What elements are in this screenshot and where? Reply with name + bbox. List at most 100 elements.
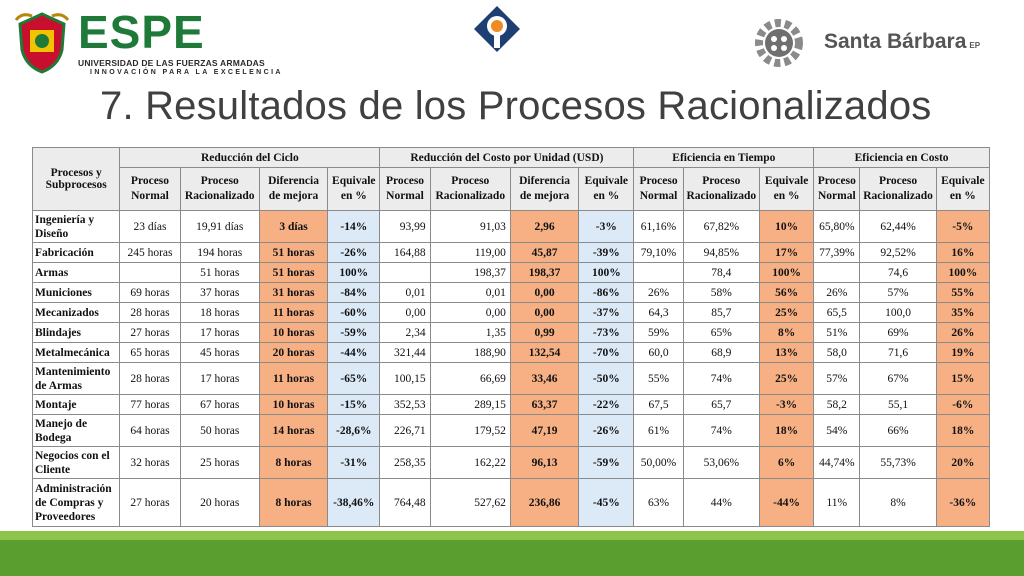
center-emblem-icon [474,6,520,52]
table-cell: -26% [327,242,381,263]
group-header: Reducción del Costo por Unidad (USD) [379,147,635,168]
table-cell: 55,73% [859,446,937,479]
table-cell: 35% [935,302,991,323]
column-header: Proceso Normal [379,167,431,211]
table-cell: 0,00 [509,282,580,303]
table-cell: 527,62 [429,478,511,527]
table-cell: 32 horas [119,446,181,479]
table-cell: 25% [758,302,815,323]
column-header: Proceso Racionalizado [682,167,760,211]
table-cell: 69 horas [119,282,181,303]
table-cell: 10% [758,210,815,243]
table-cell: 119,00 [429,242,511,263]
espe-crest-icon [14,12,70,74]
table-cell: 0,01 [379,282,431,303]
row-label: Mecanizados [31,302,121,323]
table-cell: 64 horas [119,414,181,447]
table-cell: 245 horas [119,242,181,263]
table-cell: -22% [578,394,635,415]
table-cell: 13% [758,342,815,363]
table-cell: -73% [578,322,635,343]
results-table: Procesos y Subprocesos Reducción del Cic… [31,147,991,527]
row-label: Ingeniería y Diseño [31,210,121,243]
table-cell: 59% [633,322,684,343]
table-cell: 100% [327,262,381,283]
table-cell: 56% [758,282,815,303]
table-cell: 100% [758,262,815,283]
table-cell: 0,99 [509,322,580,343]
row-label: Armas [31,262,121,283]
table-cell: 25% [758,362,815,395]
table-cell [379,262,431,283]
row-label: Metalmecánica [31,342,121,363]
table-cell: 0,00 [509,302,580,323]
table-cell [633,262,684,283]
column-header: Proceso Normal [633,167,684,211]
table-cell: 54% [813,414,861,447]
table-cell: 10 horas [258,322,329,343]
table-row: Municiones 69 horas 37 horas 31 horas -84% 0,… [31,282,991,303]
table-cell: 74% [682,414,760,447]
table-cell: 18% [758,414,815,447]
table-cell: 8% [859,478,937,527]
row-label: Montaje [31,394,121,415]
table-cell: 85,7 [682,302,760,323]
espe-motto: INNOVACIÓN PARA LA EXCELENCIA [90,69,283,76]
table-cell: 0,01 [429,282,511,303]
table-cell: 57% [813,362,861,395]
table-cell: -15% [327,394,381,415]
table-cell: -6% [935,394,991,415]
table-cell: 66% [859,414,937,447]
table-row: Armas 51 horas 51 horas 100% 198,37 198,37 100… [31,262,991,283]
table-cell: 27 horas [119,478,181,527]
santa-barbara-suffix: EP [969,41,981,50]
table-cell: 53,06% [682,446,760,479]
table-cell: 55% [633,362,684,395]
table-row: Blindajes 27 horas 17 horas 10 horas -59% 2,3… [31,322,991,343]
table-cell: 18% [935,414,991,447]
table-cell: 236,86 [509,478,580,527]
table-cell: 58% [682,282,760,303]
table-cell: 20 horas [258,342,329,363]
table-cell: 0,00 [429,302,511,323]
espe-logo: ESPE UNIVERSIDAD DE LAS FUERZAS ARMADAS … [12,6,280,78]
table-cell: 51% [813,322,861,343]
table-row: Metalmecánica 65 horas 45 horas 20 horas -44… [31,342,991,363]
table-cell: 6% [758,446,815,479]
table-cell: 65,7 [682,394,760,415]
table-cell: 37 horas [179,282,260,303]
group-header: Reducción del Ciclo [119,147,381,168]
table-cell: 19,91 días [179,210,260,243]
santa-barbara-logo: Santa Bárbara EP [744,18,1014,68]
table-cell: -3% [758,394,815,415]
table-cell: 8% [758,322,815,343]
table-cell: 65% [682,322,760,343]
row-label: Manejo de Bodega [31,414,121,447]
table-cell: 179,52 [429,414,511,447]
table-cell: 8 horas [258,478,329,527]
table-cell: 17 horas [179,322,260,343]
table-cell: -36% [935,478,991,527]
table-cell: 65 horas [119,342,181,363]
table-cell: 65,5 [813,302,861,323]
table-row: Ingeniería y Diseño 23 días 19,91 días 3 dí… [31,210,991,243]
column-header: Equivale en % [935,167,991,211]
group-header: Eficiencia en Tiempo [633,147,815,168]
table-cell: 11% [813,478,861,527]
espe-subtitle: UNIVERSIDAD DE LAS FUERZAS ARMADAS [78,58,265,68]
table-cell: -3% [578,210,635,243]
table-cell: 10 horas [258,394,329,415]
table-cell: 66,69 [429,362,511,395]
table-row: Negocios con el Cliente 32 horas 25 horas 8… [31,446,991,479]
table-cell: 96,13 [509,446,580,479]
table-cell: 17 horas [179,362,260,395]
table-cell: 67,82% [682,210,760,243]
table-cell: 764,48 [379,478,431,527]
table-cell: 162,22 [429,446,511,479]
column-header: Proceso Racionalizado [179,167,260,211]
row-label: Mantenimiento de Armas [31,362,121,395]
column-header: Proceso Normal [119,167,181,211]
table-cell: -28,6% [327,414,381,447]
table-cell: 58,2 [813,394,861,415]
table-cell: 74,6 [859,262,937,283]
